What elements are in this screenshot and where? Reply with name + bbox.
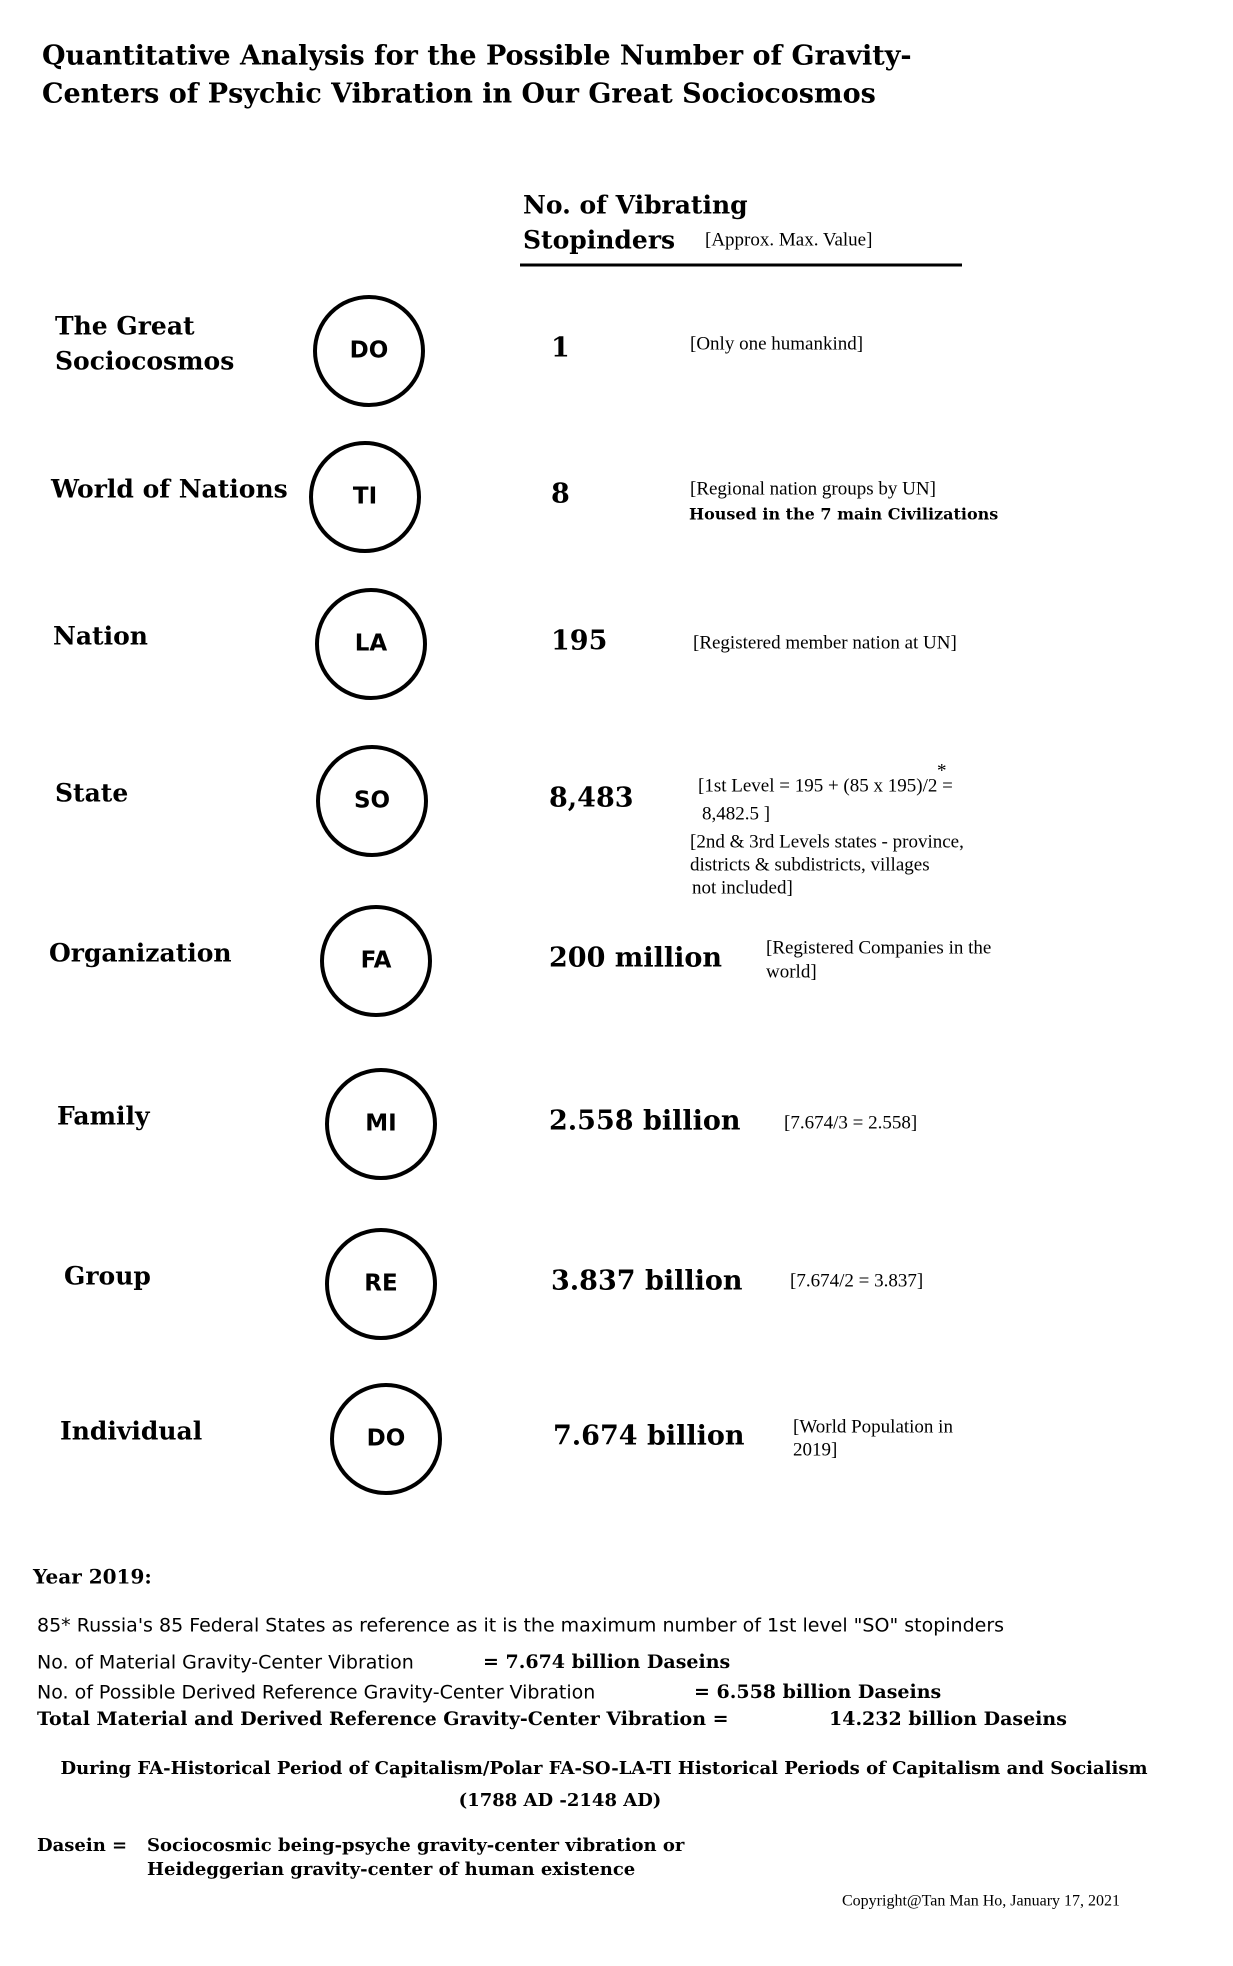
syllable: MI	[365, 1111, 396, 1137]
syllable-circle	[325, 1068, 437, 1180]
column-heading: No. of Vibrating	[523, 191, 748, 220]
row-label: Nation	[53, 622, 148, 651]
period: During FA-Historical Period of Capitalis…	[60, 1758, 1147, 1779]
note: world]	[766, 961, 817, 982]
count: 8	[551, 479, 570, 510]
note: [Only one humankind]	[690, 333, 863, 354]
syllable: SO	[354, 788, 390, 814]
row-label: World of Nations	[50, 475, 288, 504]
year: Year 2019:	[32, 1565, 152, 1589]
note: [1st Level = 195 + (85 x 195)/2 =	[698, 775, 953, 796]
row-label: Individual	[60, 1417, 202, 1446]
dasein-definition: Heideggerian gravity-center of human exi…	[147, 1859, 635, 1880]
row-label: Sociocosmos	[55, 347, 234, 376]
title: Centers of Psychic Vibration in Our Grea…	[42, 79, 876, 110]
note-marker: *	[937, 760, 947, 781]
row-label: The Great	[55, 312, 195, 341]
row-label: Organization	[49, 939, 232, 968]
note: [7.674/3 = 2.558]	[784, 1112, 917, 1133]
count: 7.674 billion	[553, 1421, 745, 1452]
syllable: TI	[353, 484, 377, 510]
note: [World Population in	[793, 1416, 953, 1437]
count: 3.837 billion	[551, 1266, 743, 1297]
count: 200 million	[549, 943, 722, 974]
syllable: DO	[350, 338, 389, 364]
note: [Registered Companies in the	[766, 937, 991, 958]
total-value: = 7.674 billion Daseins	[483, 1651, 730, 1673]
note: [Registered member nation at UN]	[693, 632, 957, 653]
syllable-circle	[320, 905, 432, 1017]
count: 195	[551, 626, 607, 657]
syllable-circle	[313, 295, 425, 407]
syllable-circle	[325, 1228, 437, 1340]
total-value: = 6.558 billion Daseins	[694, 1681, 941, 1703]
row-label: Group	[64, 1262, 151, 1291]
count: 1	[551, 333, 570, 364]
dasein-definition: Sociocosmic being-psyche gravity-center …	[147, 1835, 685, 1856]
total-label: No. of Material Gravity-Center Vibration	[37, 1652, 414, 1674]
note: 2019]	[793, 1439, 837, 1460]
syllable-circle	[309, 441, 421, 553]
syllable-circle	[316, 745, 428, 857]
footnote: 85* Russia's 85 Federal States as refere…	[37, 1615, 1004, 1637]
copyright: Copyright@Tan Man Ho, January 17, 2021	[842, 1893, 1120, 1910]
note: districts & subdistricts, villages	[690, 854, 930, 875]
note: [7.674/2 = 3.837]	[790, 1270, 923, 1291]
syllable: FA	[361, 948, 392, 974]
count: 8,483	[549, 783, 634, 814]
title: Quantitative Analysis for the Possible N…	[42, 41, 912, 72]
period: (1788 AD -2148 AD)	[459, 1790, 662, 1811]
row-label: State	[55, 779, 128, 808]
total-label: Total Material and Derived Reference Gra…	[37, 1708, 729, 1730]
note: not included]	[692, 877, 793, 898]
column-heading: Stopinders	[523, 226, 675, 255]
column-note: [Approx. Max. Value]	[705, 229, 872, 250]
syllable: LA	[355, 631, 388, 657]
note: 8,482.5 ]	[702, 803, 770, 824]
total-value: 14.232 billion Daseins	[829, 1708, 1067, 1730]
count: 2.558 billion	[549, 1106, 741, 1137]
syllable: DO	[367, 1426, 406, 1452]
syllable: RE	[364, 1271, 397, 1297]
row-label: Family	[57, 1102, 151, 1131]
syllable-circle	[315, 588, 427, 700]
dasein-term: Dasein =	[37, 1835, 127, 1856]
note: [2nd & 3rd Levels states - province,	[690, 831, 964, 852]
note: [Regional nation groups by UN]	[690, 478, 936, 499]
note-bold: Housed in the 7 main Civilizations	[689, 505, 998, 524]
syllable-circle	[330, 1383, 442, 1495]
total-label: No. of Possible Derived Reference Gravit…	[37, 1682, 595, 1704]
